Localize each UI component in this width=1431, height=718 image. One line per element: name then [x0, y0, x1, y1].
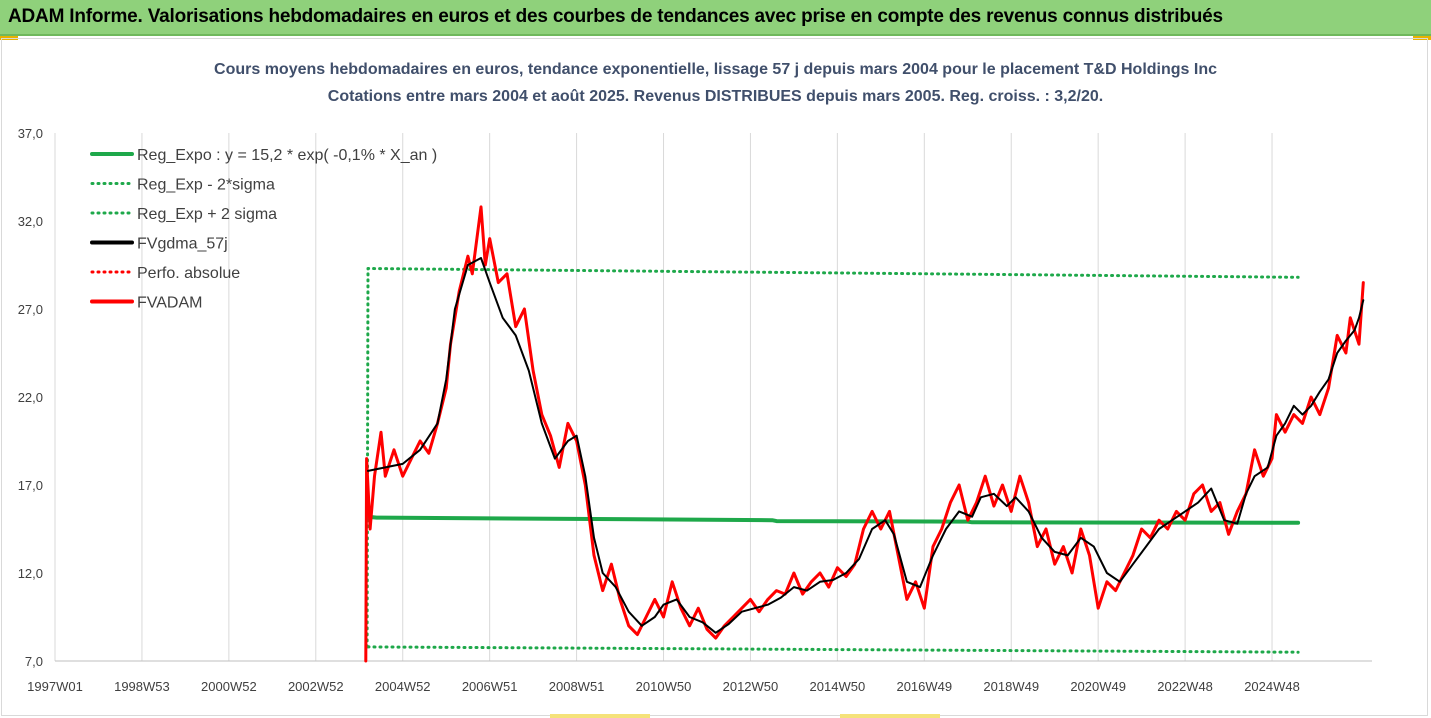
bottom-marker-left — [550, 714, 650, 718]
series-line-2 — [365, 267, 1300, 649]
legend-label-4: Perfo. absolue — [137, 265, 240, 282]
legend-label-0: Reg_Expo : y = 15,2 * exp( -0,1% * X_an … — [137, 147, 437, 164]
y-tick-label-2: 17,0 — [18, 478, 43, 493]
x-tick-label-0: 1997W01 — [27, 679, 83, 694]
series-line-5 — [364, 205, 1365, 663]
x-tick-label-1: 1998W53 — [114, 679, 170, 694]
y-tick-label-4: 27,0 — [18, 302, 43, 317]
y-tick-label-1: 12,0 — [18, 566, 43, 581]
banner-title: ADAM Informe. Valorisations hebdomadaire… — [8, 6, 1223, 27]
series-line-3 — [367, 257, 1365, 634]
chart-subtitle: Cotations entre mars 2004 et août 2025. … — [327, 88, 1104, 105]
bottom-marker-right — [840, 714, 940, 718]
legend-label-5: FVADAM — [137, 295, 202, 312]
x-tick-label-12: 2020W49 — [1070, 679, 1126, 694]
legend-label-1: Reg_Exp - 2*sigma — [137, 177, 275, 194]
y-tick-label-3: 22,0 — [18, 390, 43, 405]
y-tick-label-5: 32,0 — [18, 214, 43, 229]
x-tick-label-4: 2004W52 — [375, 679, 431, 694]
x-tick-label-11: 2018W49 — [983, 679, 1039, 694]
x-tick-label-2: 2000W52 — [201, 679, 257, 694]
x-tick-label-9: 2014W50 — [810, 679, 866, 694]
y-tick-label-0: 7,0 — [25, 654, 43, 669]
series-line-0 — [366, 514, 1301, 525]
chart-title: Cours moyens hebdomadaires en euros, ten… — [214, 61, 1217, 78]
chart-frame — [1, 38, 1428, 716]
x-tick-label-14: 2024W48 — [1244, 679, 1300, 694]
x-tick-label-10: 2016W49 — [896, 679, 952, 694]
x-tick-label-5: 2006W51 — [462, 679, 518, 694]
legend-label-3: FVgdma_57j — [137, 236, 228, 253]
x-tick-label-13: 2022W48 — [1157, 679, 1213, 694]
x-tick-label-6: 2008W51 — [549, 679, 605, 694]
series-line-1 — [366, 645, 1300, 654]
y-tick-label-6: 37,0 — [18, 126, 43, 141]
header-banner: ADAM Informe. Valorisations hebdomadaire… — [0, 0, 1431, 36]
x-tick-label-7: 2010W50 — [636, 679, 692, 694]
x-tick-label-8: 2012W50 — [723, 679, 779, 694]
x-tick-label-3: 2002W52 — [288, 679, 344, 694]
legend-label-2: Reg_Exp + 2 sigma — [137, 206, 277, 223]
